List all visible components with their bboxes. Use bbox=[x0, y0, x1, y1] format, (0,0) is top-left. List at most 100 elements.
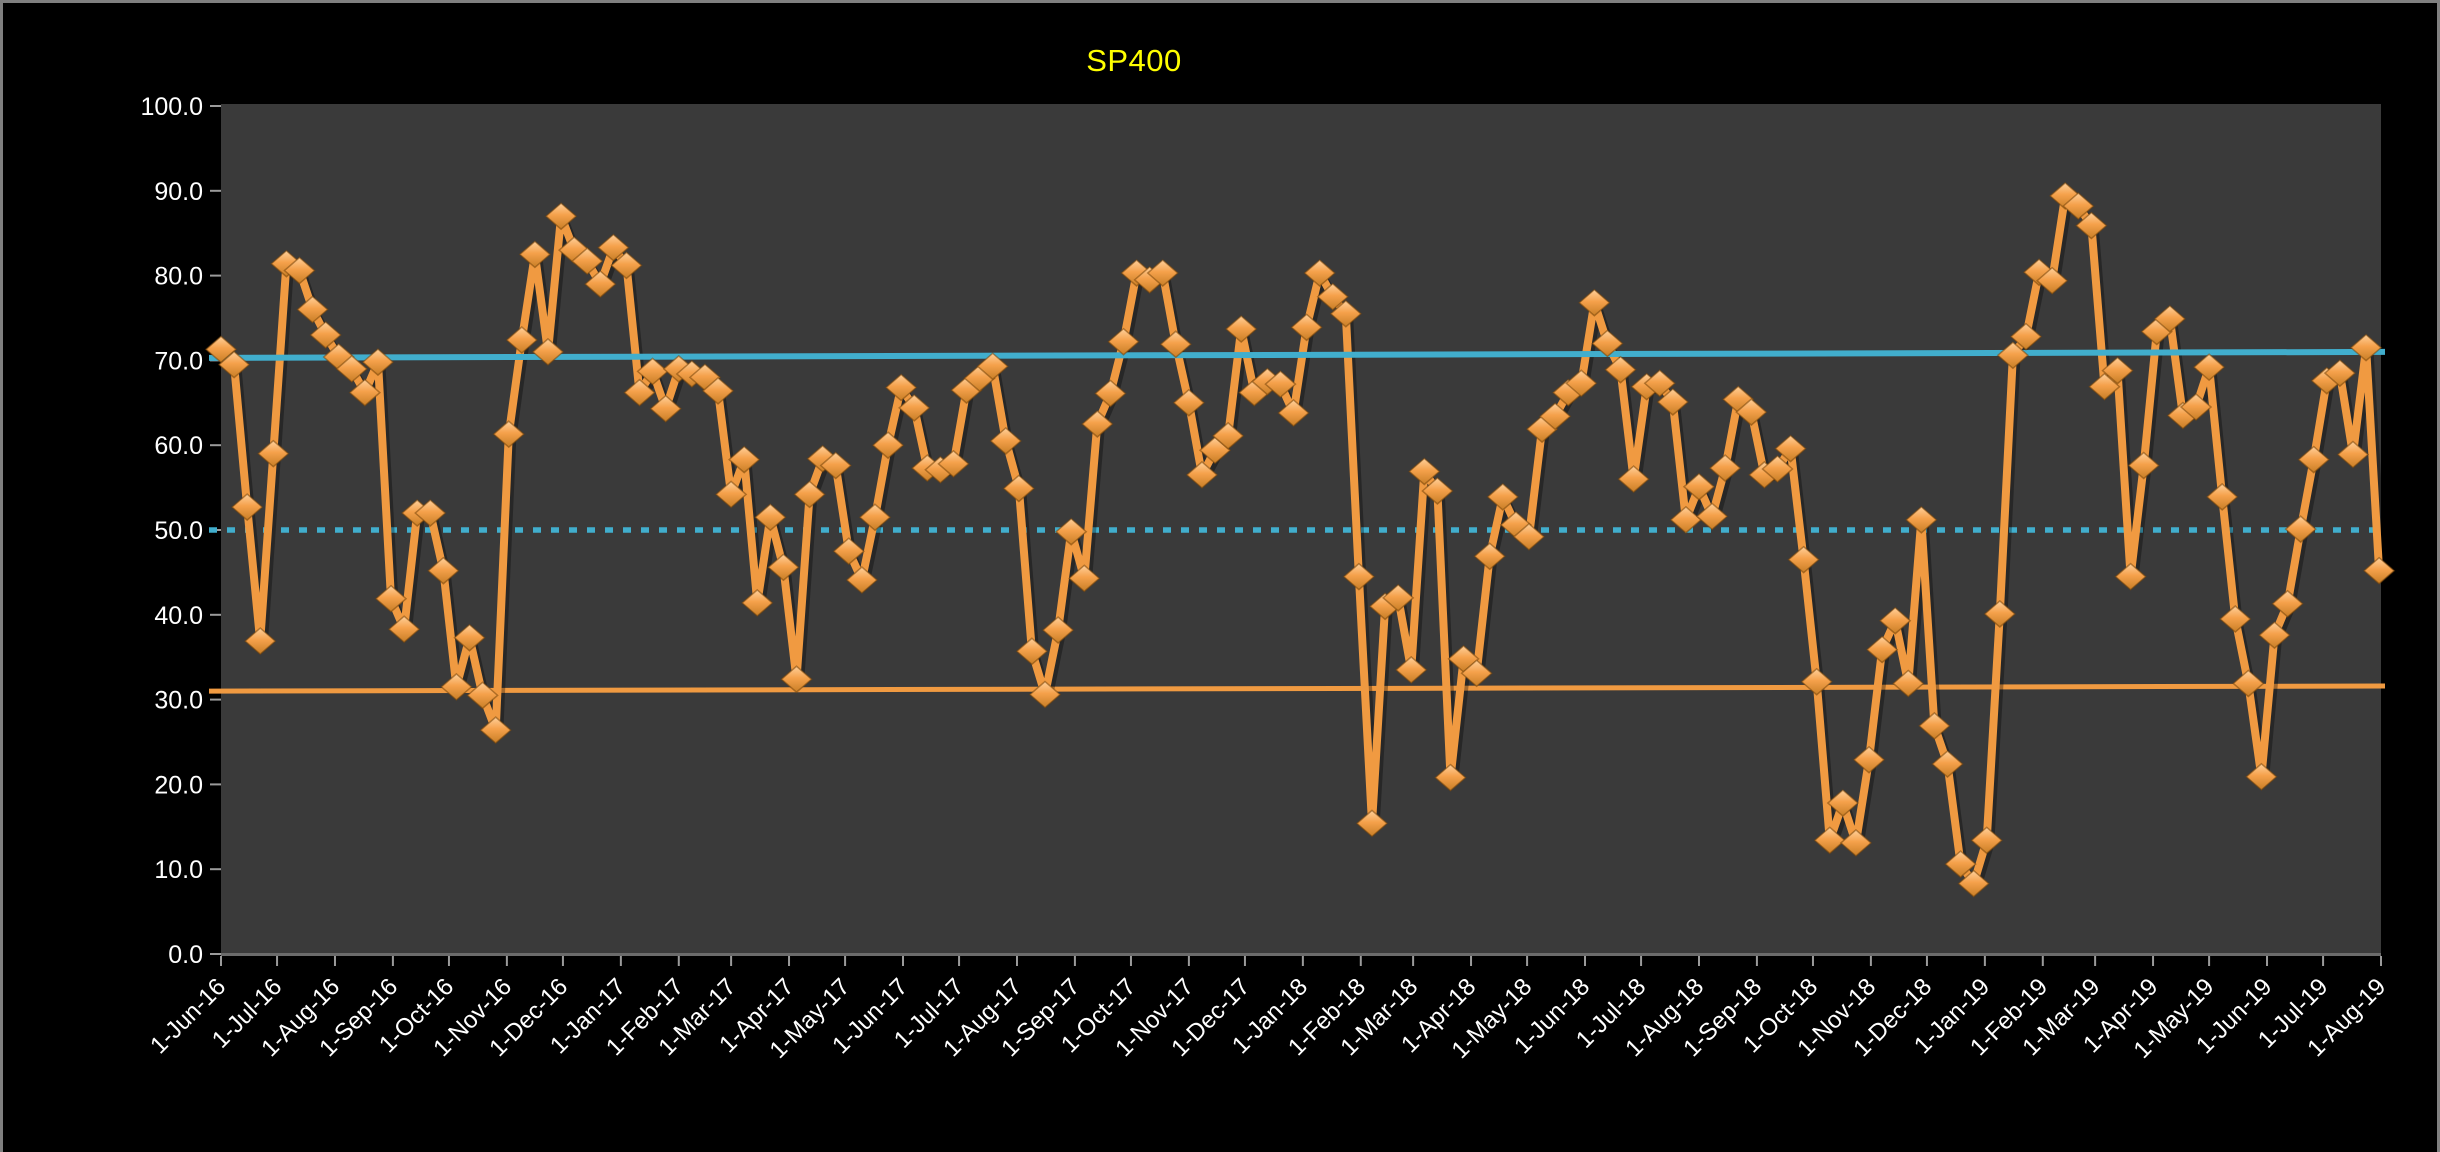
data-point-marker[interactable] bbox=[2062, 192, 2095, 221]
data-point-marker[interactable] bbox=[1146, 259, 1179, 288]
data-point-marker[interactable] bbox=[2127, 451, 2160, 480]
data-point-marker[interactable] bbox=[257, 439, 290, 468]
data-point-marker[interactable] bbox=[374, 584, 408, 613]
data-point-marker[interactable] bbox=[361, 348, 395, 377]
data-point-marker[interactable] bbox=[1839, 828, 1873, 857]
data-point-marker[interactable] bbox=[2075, 211, 2108, 240]
data-point-marker[interactable] bbox=[2035, 266, 2069, 295]
data-point-marker[interactable] bbox=[1826, 789, 1860, 818]
data-point-marker[interactable] bbox=[544, 202, 578, 231]
data-point-marker[interactable] bbox=[2009, 322, 2043, 351]
data-point-marker[interactable] bbox=[1565, 369, 1598, 398]
data-point-marker[interactable] bbox=[309, 320, 342, 349]
data-point-marker[interactable] bbox=[623, 378, 656, 407]
data-point-marker[interactable] bbox=[1002, 474, 1035, 503]
data-point-marker[interactable] bbox=[2349, 333, 2383, 362]
data-point-marker[interactable] bbox=[1865, 635, 1899, 664]
data-point-marker[interactable] bbox=[1761, 454, 1794, 483]
data-point-marker[interactable] bbox=[649, 394, 682, 423]
data-point-marker[interactable] bbox=[1055, 517, 1088, 546]
data-point-marker[interactable] bbox=[2271, 589, 2304, 618]
data-point-marker[interactable] bbox=[1081, 410, 1114, 438]
data-point-marker[interactable] bbox=[728, 445, 761, 474]
data-point-marker[interactable] bbox=[1591, 329, 1624, 358]
data-point-marker[interactable] bbox=[2336, 440, 2370, 469]
data-point-marker[interactable] bbox=[427, 556, 460, 585]
data-point-marker[interactable] bbox=[976, 352, 1009, 381]
data-point-marker[interactable] bbox=[1264, 370, 1297, 399]
data-point-marker[interactable] bbox=[1735, 398, 1768, 427]
data-point-marker[interactable] bbox=[1892, 669, 1925, 698]
data-point-marker[interactable] bbox=[1015, 637, 1049, 666]
data-point-marker[interactable] bbox=[2153, 304, 2187, 333]
data-point-marker[interactable] bbox=[1787, 545, 1820, 574]
data-point-marker[interactable] bbox=[2088, 372, 2121, 401]
data-point-marker[interactable] bbox=[244, 627, 277, 656]
data-point-marker[interactable] bbox=[2284, 515, 2317, 544]
data-point-marker[interactable] bbox=[440, 672, 473, 701]
data-point-marker[interactable] bbox=[989, 426, 1022, 455]
data-point-marker[interactable] bbox=[335, 354, 368, 383]
data-point-marker[interactable] bbox=[1068, 564, 1101, 593]
data-point-marker[interactable] bbox=[1211, 421, 1245, 450]
data-point-marker[interactable] bbox=[1355, 809, 1389, 838]
data-point-marker[interactable] bbox=[1957, 869, 1990, 898]
data-point-marker[interactable] bbox=[283, 256, 316, 285]
data-point-marker[interactable] bbox=[348, 378, 382, 407]
data-point-marker[interactable] bbox=[1277, 398, 1310, 427]
data-point-marker[interactable] bbox=[1185, 460, 1219, 489]
data-point-marker[interactable] bbox=[387, 615, 421, 644]
data-point-marker[interactable] bbox=[1159, 330, 1192, 359]
data-point-marker[interactable] bbox=[231, 493, 264, 522]
data-point-marker[interactable] bbox=[1918, 711, 1951, 740]
data-point-marker[interactable] bbox=[845, 566, 879, 595]
data-point-marker[interactable] bbox=[453, 623, 486, 652]
data-point-marker[interactable] bbox=[1709, 454, 1742, 483]
data-point-marker[interactable] bbox=[741, 588, 774, 617]
data-point-marker[interactable] bbox=[780, 665, 813, 694]
data-point-marker[interactable] bbox=[2101, 356, 2134, 385]
data-point-marker[interactable] bbox=[2192, 353, 2226, 382]
data-point-marker[interactable] bbox=[1643, 369, 1676, 398]
data-point-marker[interactable] bbox=[1996, 341, 2030, 370]
data-point-marker[interactable] bbox=[1303, 259, 1336, 288]
data-point-marker[interactable] bbox=[793, 480, 826, 509]
data-point-marker[interactable] bbox=[701, 376, 735, 405]
data-point-marker[interactable] bbox=[1329, 299, 1362, 328]
data-point-marker[interactable] bbox=[858, 503, 892, 532]
data-point-marker[interactable] bbox=[1408, 457, 1441, 486]
data-point-marker[interactable] bbox=[1669, 505, 1703, 534]
data-point-marker[interactable] bbox=[296, 295, 329, 324]
data-point-marker[interactable] bbox=[1028, 680, 1062, 709]
data-point-marker[interactable] bbox=[1774, 434, 1807, 463]
data-point-marker[interactable] bbox=[1604, 355, 1637, 384]
data-point-marker[interactable] bbox=[466, 681, 499, 710]
data-point-marker[interactable] bbox=[2323, 359, 2357, 388]
data-point-marker[interactable] bbox=[1486, 482, 1519, 511]
chart-title[interactable]: SP400 bbox=[1086, 43, 1182, 78]
data-point-marker[interactable] bbox=[898, 393, 931, 422]
data-point-marker[interactable] bbox=[2232, 669, 2265, 698]
data-point-marker[interactable] bbox=[518, 240, 552, 269]
data-point-marker[interactable] bbox=[2219, 605, 2252, 634]
data-point-marker[interactable] bbox=[1316, 282, 1349, 311]
data-point-marker[interactable] bbox=[754, 503, 787, 532]
data-point-marker[interactable] bbox=[2206, 482, 2239, 511]
data-point-marker[interactable] bbox=[414, 499, 447, 528]
data-point-marker[interactable] bbox=[1290, 313, 1323, 342]
data-point-marker[interactable] bbox=[1094, 379, 1127, 408]
data-point-marker[interactable] bbox=[767, 553, 800, 582]
data-point-marker[interactable] bbox=[1879, 606, 1912, 635]
data-point-marker[interactable] bbox=[2245, 762, 2278, 791]
data-point-marker[interactable] bbox=[1656, 387, 1689, 416]
data-point-marker[interactable] bbox=[832, 537, 865, 566]
data-point-marker[interactable] bbox=[636, 357, 669, 386]
data-point-marker[interactable] bbox=[2114, 562, 2147, 591]
data-point-marker[interactable] bbox=[1983, 599, 2016, 628]
data-point-marker[interactable] bbox=[1512, 522, 1546, 551]
data-point-marker[interactable] bbox=[1421, 476, 1454, 505]
data-point-marker[interactable] bbox=[2179, 393, 2213, 422]
data-point-marker[interactable] bbox=[1905, 505, 1938, 534]
data-point-marker[interactable] bbox=[1041, 616, 1075, 645]
data-point-marker[interactable] bbox=[505, 326, 538, 355]
